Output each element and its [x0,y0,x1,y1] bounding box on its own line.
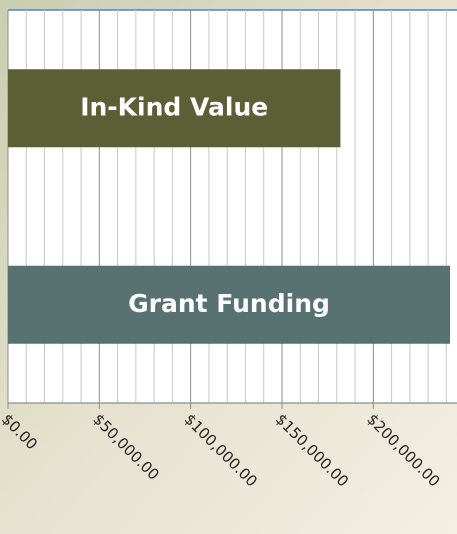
category-label: In-Kind Value [80,92,268,121]
bar [8,69,341,148]
plot-area [8,10,457,403]
bar [8,265,451,344]
category-label: Grant Funding [128,289,330,318]
